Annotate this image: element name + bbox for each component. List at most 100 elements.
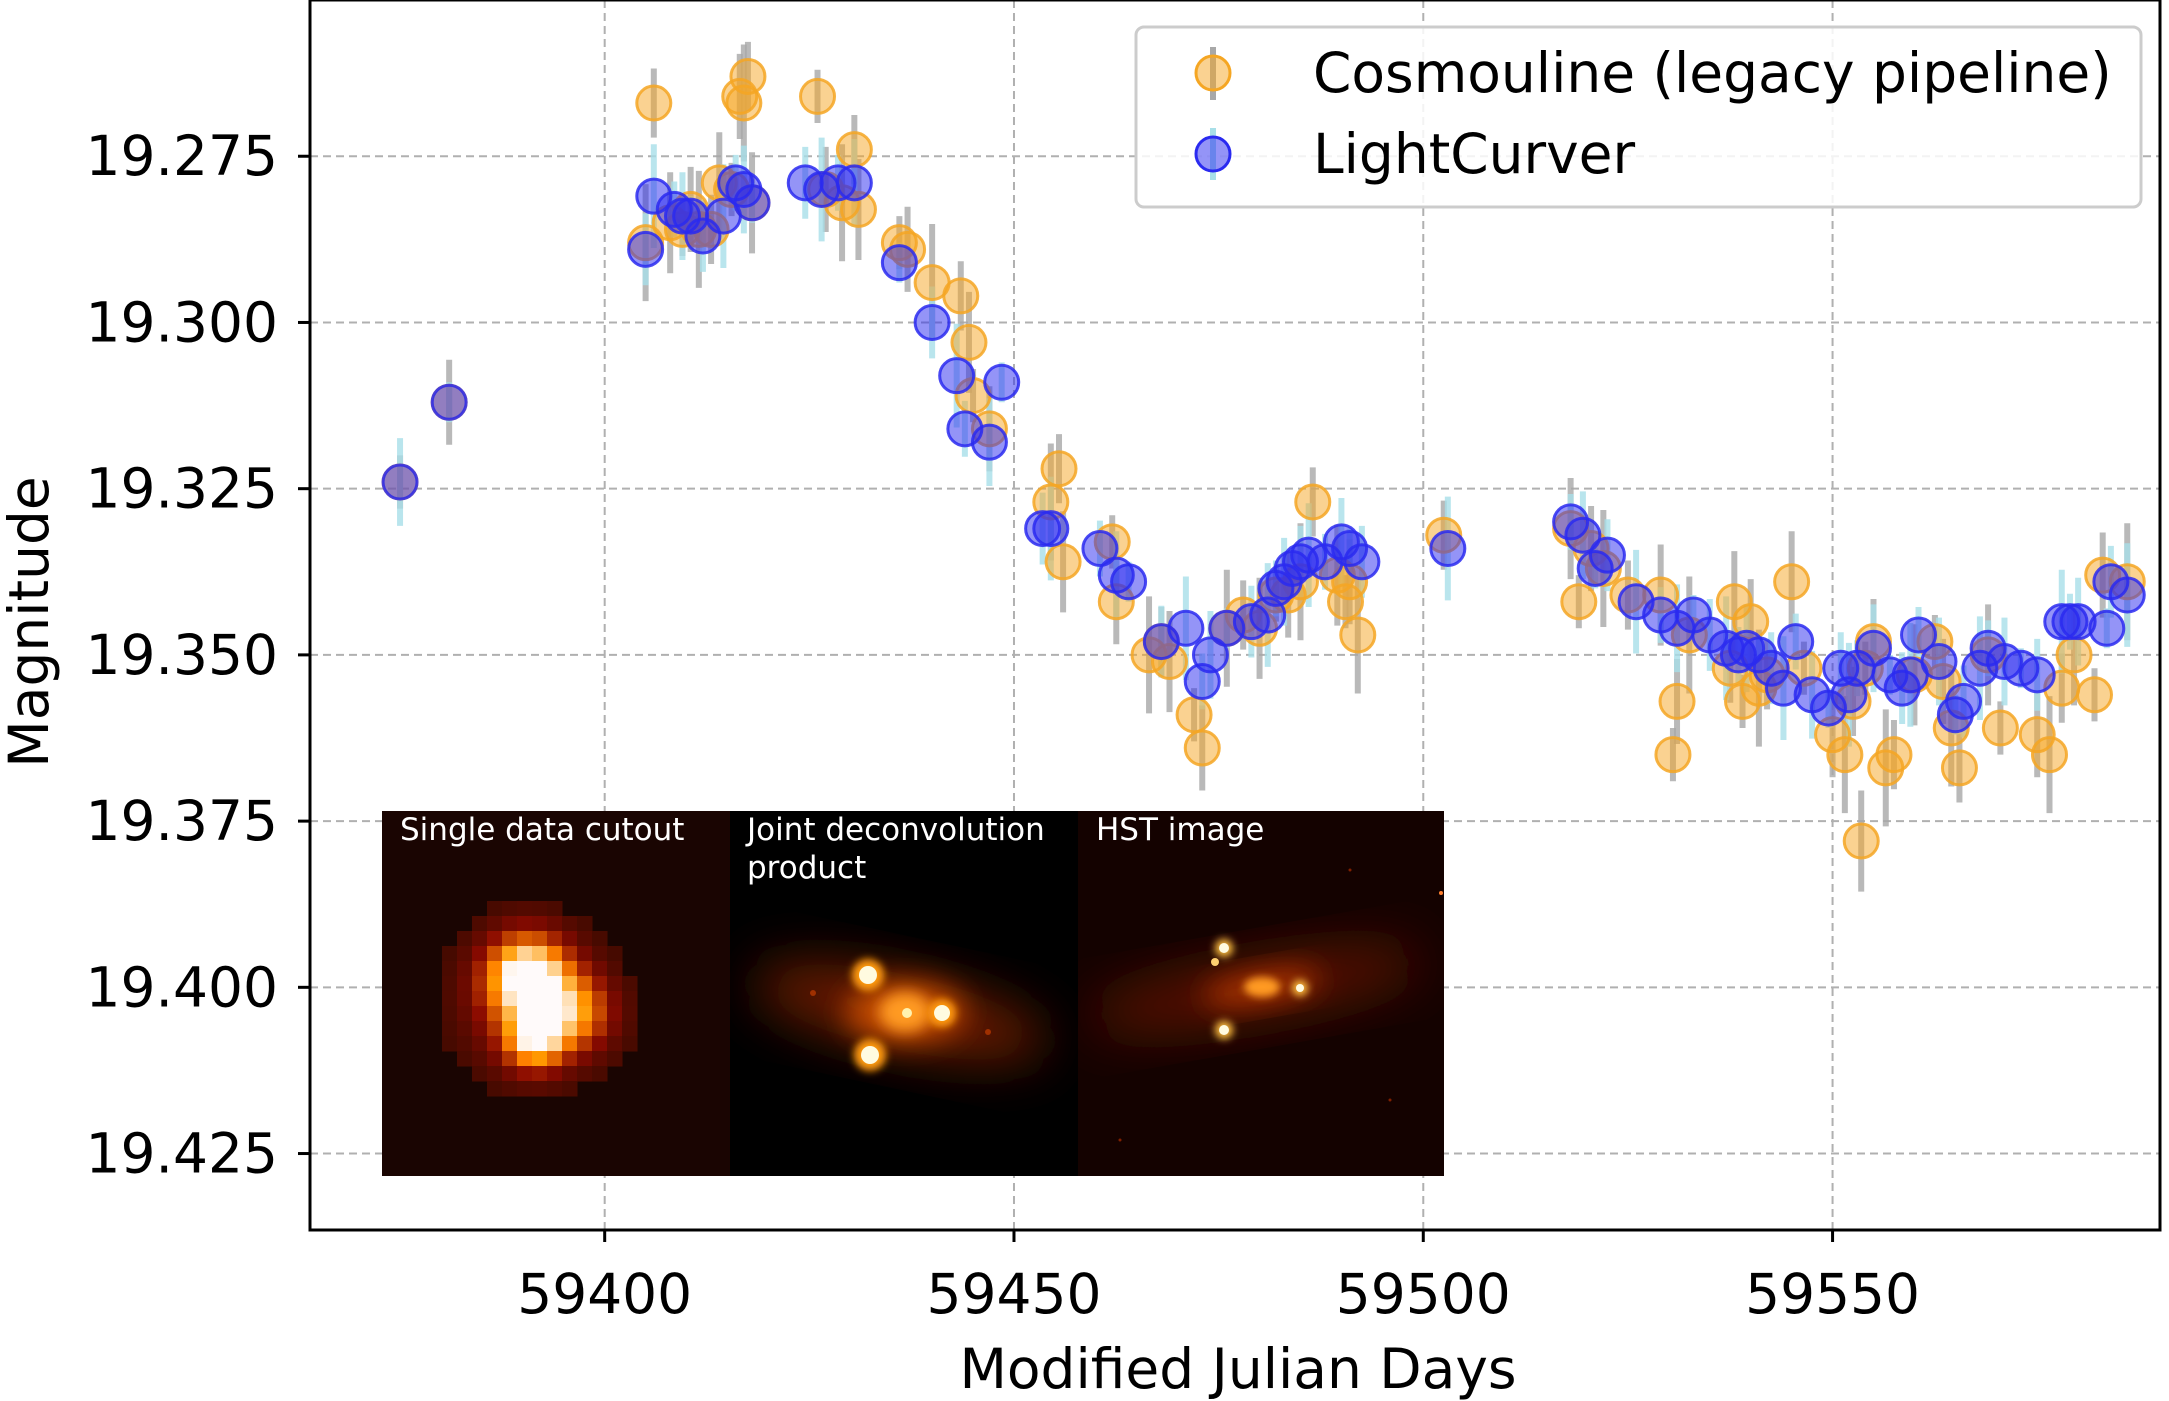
cutout-pixel [592,976,608,992]
cutout-pixel [472,1021,488,1037]
x-tick-label: 59400 [517,1262,692,1326]
cosmouline-point [1654,736,1692,774]
cosmouline-point [1826,736,1864,774]
cutout-pixel [547,931,563,947]
lightcurver-point [1167,609,1205,647]
cutout-pixel [487,946,503,962]
cutout-pixel [442,1006,458,1022]
cosmouline-point [1339,616,1377,654]
cutout-pixel [502,901,518,917]
cutout-pixel [502,976,518,992]
cosmouline-point [1183,729,1221,767]
legend-marker-cosmouline [1194,54,1232,92]
cutout-pixel [547,1066,563,1082]
cutout-pixel [502,1006,518,1022]
cutout-pixel [502,946,518,962]
cutout-pixel [577,1066,593,1082]
lightcurver-point [2088,609,2126,647]
lightcurver-point [1564,516,1602,554]
lightcurver-point [880,244,918,282]
cutout-pixel [562,1066,578,1082]
cutout-pixel [532,991,548,1007]
cutout-pixel [577,931,593,947]
cutout-pixel [562,991,578,1007]
cutout-pixel [457,1051,473,1067]
cutout-pixel [592,1066,608,1082]
lightcurver-point [2018,656,2056,694]
cutout-pixel [517,1081,533,1097]
cutout-pixel [517,1006,533,1022]
y-axis-title: Magnitude [0,476,61,767]
cutout-pixel [487,976,503,992]
cutout-pixel [457,1006,473,1022]
cosmouline-point [1560,583,1598,621]
cutout-pixel [547,1081,563,1097]
inset-title-hst: HST image [1096,812,1264,848]
cutout-pixel [487,1081,503,1097]
cutout-pixel [592,961,608,977]
legend-label-cosmouline: Cosmouline (legacy pipeline) [1313,41,2112,105]
cutout-pixel [517,961,533,977]
cutout-pixel [592,946,608,962]
cutout-pixel [442,961,458,977]
cutout-pixel [562,961,578,977]
cutout-pixel [442,976,458,992]
cutout-pixel [487,916,503,932]
inset-panel-hst [1078,811,1444,1176]
cutout-pixel [577,1036,593,1052]
y-tick-label: 19.300 [86,290,278,354]
inset-title-cutout: Single data cutout [400,812,684,848]
lightcurver-point [627,230,665,268]
cutout-pixel [607,976,623,992]
y-tick-label: 19.375 [86,789,278,853]
cosmouline-point [1175,696,1213,734]
cutout-pixel [517,946,533,962]
lightcurver-point [381,463,419,501]
cutout-pixel [592,1021,608,1037]
cutout-pixel [457,991,473,1007]
cutout-pixel [502,991,518,1007]
cutout-pixel [487,1006,503,1022]
cosmouline-point [1773,563,1811,601]
cutout-pixel [472,1066,488,1082]
lightcurver-point [1191,636,1229,674]
cutout-pixel [457,1036,473,1052]
cutout-pixel [487,1051,503,1067]
cosmouline-point [1981,709,2019,747]
cutout-pixel [502,931,518,947]
cutout-pixel [562,1006,578,1022]
cutout-pixel [472,931,488,947]
cosmouline-point [1940,749,1978,787]
cutout-pixel [547,976,563,992]
cutout-pixel [442,991,458,1007]
cutout-pixel [532,916,548,932]
cutout-pixel [562,946,578,962]
cutout-pixel [592,991,608,1007]
cutout-pixel [502,1051,518,1067]
cutout-pixel [532,1006,548,1022]
cutout-pixel [502,961,518,977]
legend-label-lightcurver: LightCurver [1313,122,1636,186]
cutout-pixel [532,946,548,962]
cutout-pixel [502,916,518,932]
legend-box [1134,25,2143,209]
cutout-pixel [502,1081,518,1097]
y-tick-label: 19.325 [86,457,278,521]
cutout-pixel [547,991,563,1007]
cutout-pixel [502,1066,518,1082]
cutout-pixel [577,991,593,1007]
cutout-pixel [547,1051,563,1067]
cutout-pixel [577,1021,593,1037]
cutout-pixel [532,1036,548,1052]
cutout-pixel [547,901,563,917]
inset-image: Single data cutout Joint deconvolution pr… [382,811,1444,1176]
lightcurver-point [970,423,1008,461]
cosmouline-point [799,77,837,115]
cutout-pixel [502,1036,518,1052]
x-tick-label: 59500 [1336,1262,1511,1326]
cutout-pixel [532,931,548,947]
cutout-pixel [577,916,593,932]
cutout-pixel [517,901,533,917]
cutout-pixel [532,976,548,992]
cutout-pixel [457,931,473,947]
